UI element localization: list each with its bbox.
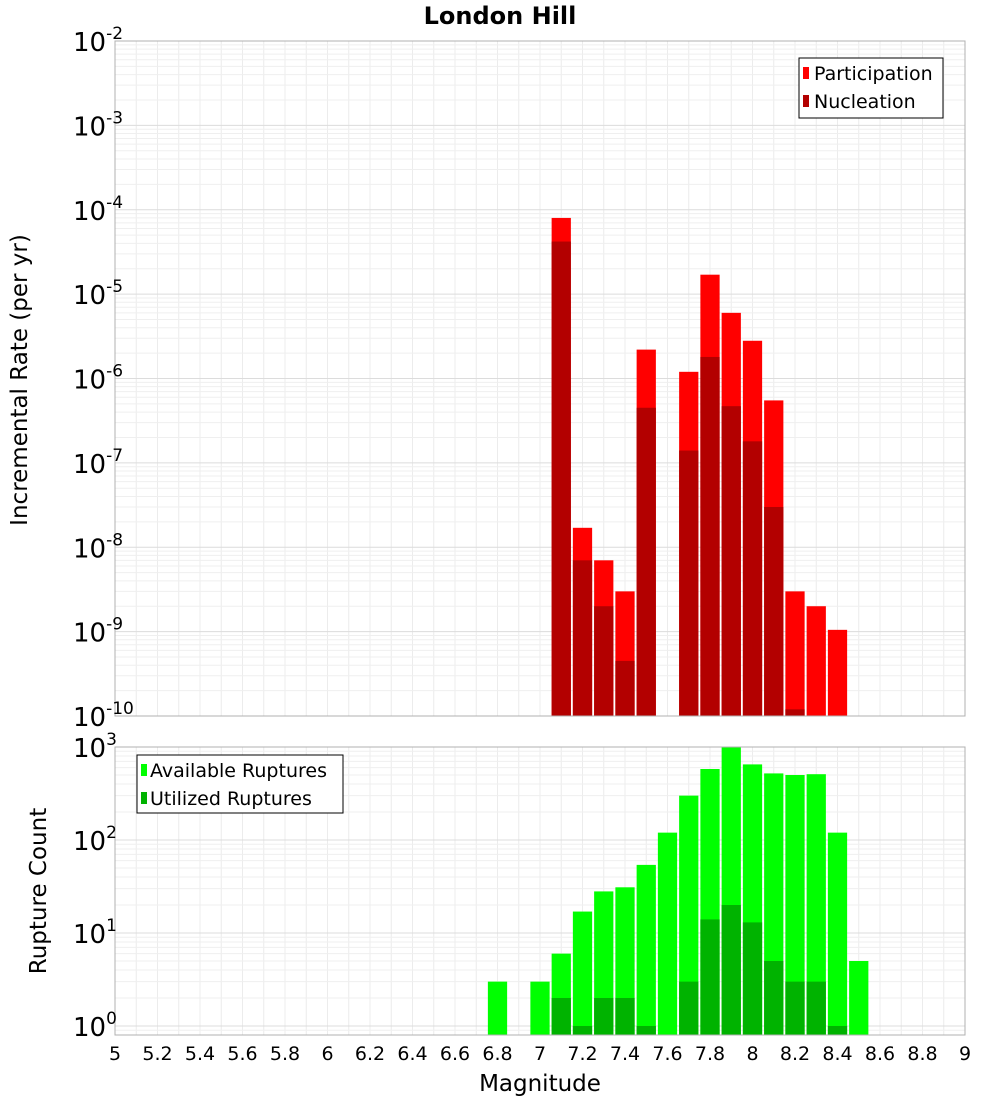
bar-utilized-ruptures-8 bbox=[742, 922, 763, 1035]
bar-nucleation-7.5 bbox=[636, 407, 656, 716]
bar-utilized-ruptures-7.8 bbox=[700, 919, 720, 1035]
x-axis-label: Magnitude bbox=[479, 1071, 601, 1097]
bar-available-ruptures-6.8 bbox=[487, 981, 508, 1035]
x-tick-label: 8.2 bbox=[780, 1043, 810, 1065]
bar-nucleation-7.2 bbox=[572, 560, 593, 716]
bar-utilized-ruptures-8.4 bbox=[827, 1025, 848, 1035]
top-legend-box bbox=[798, 57, 944, 119]
x-tick-label: 5.4 bbox=[185, 1043, 215, 1065]
x-tick-label: 6.8 bbox=[482, 1043, 512, 1065]
top-y-tick-labels: 10-2 10-3 10-4 10-5 10-6 10-7 10-8 10-9 10-10 bbox=[73, 24, 134, 733]
y-tick-label: 10-6 bbox=[73, 362, 123, 396]
x-tick-label: 7.6 bbox=[652, 1043, 682, 1065]
x-tick-label: 7.2 bbox=[567, 1043, 597, 1065]
bar-participation-8.4 bbox=[827, 629, 848, 716]
x-tick-label: 7.4 bbox=[610, 1043, 640, 1065]
plot-frame bbox=[114, 746, 966, 1036]
x-tick-label: 7.8 bbox=[695, 1043, 725, 1065]
bottom-legend: Available Ruptures Utilized Ruptures bbox=[136, 754, 344, 814]
bar-available-ruptures-7.7 bbox=[679, 795, 699, 1035]
y-tick-label: 103 bbox=[73, 730, 117, 764]
x-tick-label: 7 bbox=[534, 1043, 546, 1065]
bar-nucleation-8.2 bbox=[785, 709, 805, 716]
bar-utilized-ruptures-7.2 bbox=[572, 1025, 593, 1035]
bar-participation-8.3 bbox=[806, 606, 826, 716]
bar-utilized-ruptures-7.5 bbox=[636, 1025, 656, 1035]
y-tick-label: 100 bbox=[73, 1009, 117, 1043]
bar-available-ruptures-7 bbox=[530, 981, 550, 1035]
y-tick-label: 102 bbox=[73, 823, 117, 857]
x-tick-label: 9 bbox=[959, 1043, 971, 1065]
bar-utilized-ruptures-7.3 bbox=[594, 997, 614, 1035]
bar-utilized-ruptures-7.1 bbox=[551, 997, 571, 1035]
bar-utilized-ruptures-8.1 bbox=[764, 960, 784, 1035]
legend-label-participation: Participation bbox=[814, 63, 933, 85]
bar-nucleation-8.1 bbox=[764, 506, 784, 716]
bar-available-ruptures-7.6 bbox=[657, 832, 678, 1035]
bar-utilized-ruptures-8.2 bbox=[785, 981, 805, 1035]
bar-utilized-ruptures-7.9 bbox=[721, 904, 741, 1035]
bar-nucleation-7.3 bbox=[594, 606, 614, 716]
bar-nucleation-7.9 bbox=[721, 406, 741, 716]
bottom-plot-area bbox=[114, 746, 966, 1036]
bar-nucleation-7.1 bbox=[551, 241, 571, 717]
legend-label-utilized: Utilized Ruptures bbox=[150, 788, 312, 810]
bottom-y-axis-label: Rupture Count bbox=[26, 808, 52, 974]
x-tick-label: 8.6 bbox=[865, 1043, 895, 1065]
bar-available-ruptures-8.3 bbox=[806, 774, 826, 1035]
x-tick-label: 6 bbox=[321, 1043, 333, 1065]
x-tick-label: 8 bbox=[746, 1043, 758, 1065]
x-tick-label: 6.2 bbox=[355, 1043, 385, 1065]
x-tick-label: 6.6 bbox=[440, 1043, 470, 1065]
x-tick-label: 8.4 bbox=[822, 1043, 852, 1065]
bar-utilized-ruptures-8.3 bbox=[806, 981, 826, 1035]
x-tick-labels: 5 5.2 5.4 5.6 5.8 6 6.2 6.4 6.6 6.8 7 7.2 7.4 7.6 7.8 8… bbox=[109, 1043, 971, 1065]
bar-utilized-ruptures-7.7 bbox=[679, 981, 699, 1035]
bar-nucleation-7.4 bbox=[615, 660, 635, 716]
y-tick-label: 10-2 bbox=[73, 24, 123, 58]
y-tick-label: 101 bbox=[73, 916, 117, 950]
y-tick-label: 10-8 bbox=[73, 530, 123, 564]
legend-label-available: Available Ruptures bbox=[150, 760, 327, 782]
plot-frame bbox=[114, 40, 966, 717]
x-tick-label: 5 bbox=[109, 1043, 121, 1065]
bar-available-ruptures-8.4 bbox=[827, 832, 848, 1035]
top-plot-area bbox=[114, 40, 966, 717]
legend-swatch-utilized bbox=[141, 792, 147, 804]
legend-swatch-nucleation bbox=[803, 95, 809, 107]
x-tick-label: 8.8 bbox=[907, 1043, 937, 1065]
y-tick-label: 10-7 bbox=[73, 446, 123, 480]
y-tick-label: 10-4 bbox=[73, 193, 123, 227]
chart-title: London Hill bbox=[424, 2, 577, 30]
top-legend: Participation Nucleation bbox=[798, 57, 944, 119]
bar-participation-8.2 bbox=[785, 591, 805, 716]
legend-swatch-participation bbox=[803, 67, 809, 79]
y-tick-label: 10-3 bbox=[73, 108, 123, 142]
legend-swatch-available bbox=[141, 764, 147, 776]
y-tick-label: 10-9 bbox=[73, 615, 123, 649]
bar-nucleation-7.7 bbox=[679, 450, 699, 716]
bar-nucleation-8 bbox=[742, 441, 763, 716]
x-tick-label: 5.2 bbox=[142, 1043, 172, 1065]
bar-available-ruptures-7.2 bbox=[572, 911, 593, 1035]
bar-available-ruptures-7.5 bbox=[636, 864, 656, 1035]
x-tick-label: 6.4 bbox=[397, 1043, 427, 1065]
bar-nucleation-7.8 bbox=[700, 356, 720, 716]
x-tick-label: 5.6 bbox=[227, 1043, 257, 1065]
bar-available-ruptures-8.5 bbox=[849, 960, 869, 1035]
y-tick-label: 10-5 bbox=[73, 277, 123, 311]
x-tick-label: 5.8 bbox=[270, 1043, 300, 1065]
bottom-legend-box bbox=[136, 754, 344, 814]
top-y-axis-label: Incremental Rate (per yr) bbox=[7, 234, 33, 526]
bar-utilized-ruptures-7.4 bbox=[615, 997, 635, 1035]
legend-label-nucleation: Nucleation bbox=[814, 91, 916, 113]
bar-available-ruptures-8.2 bbox=[785, 774, 805, 1035]
y-tick-label: 10-10 bbox=[73, 699, 134, 733]
bottom-y-tick-labels: 103 102 101 100 bbox=[73, 730, 117, 1043]
